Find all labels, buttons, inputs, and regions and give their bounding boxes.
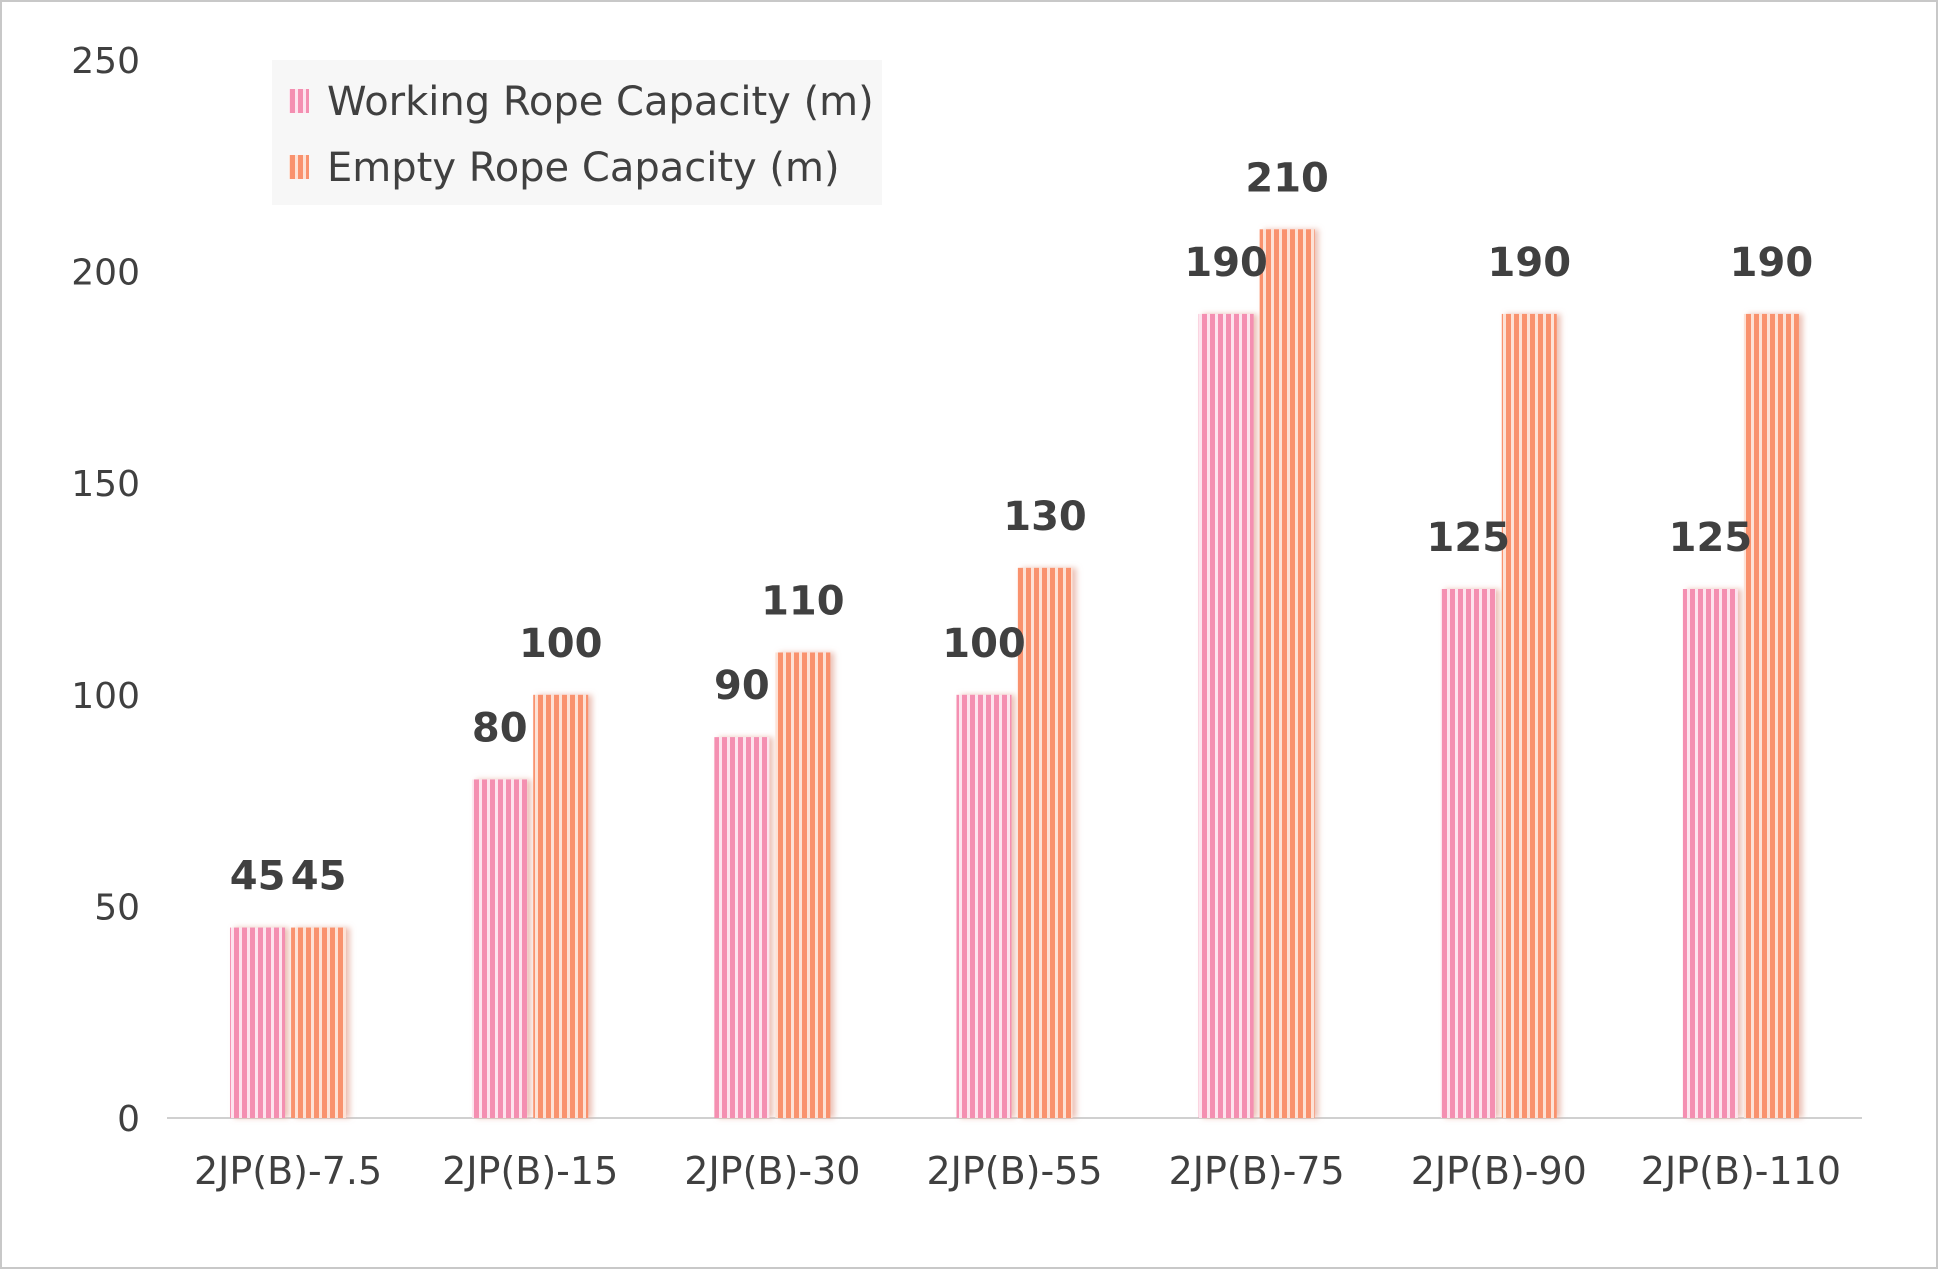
bar-working-rope-capacity [230, 927, 286, 1118]
data-label: 110 [761, 578, 845, 624]
data-label: 100 [519, 621, 603, 667]
y-tick-label: 100 [71, 676, 140, 717]
data-label: 45 [291, 854, 347, 900]
x-category-label: 2JP(B)-30 [684, 1149, 860, 1193]
x-category-label: 2JP(B)-75 [1169, 1149, 1345, 1193]
data-label: 190 [1488, 240, 1572, 286]
y-tick-label: 200 [71, 253, 140, 294]
bar-empty-rope-capacity [775, 652, 831, 1118]
data-label: 210 [1245, 155, 1329, 201]
bar-working-rope-capacity [1682, 589, 1738, 1118]
axis-layer: 0 50 100 150 200 250 2JP(B)-7.5 2JP(B)-15 2JP(B)… [71, 41, 1862, 1193]
x-category-label: 2JP(B)-90 [1411, 1149, 1587, 1193]
data-label: 45 [230, 854, 286, 900]
data-label: 125 [1427, 515, 1511, 561]
x-category-label: 2JP(B)-7.5 [194, 1149, 382, 1193]
bar-working-rope-capacity [1440, 589, 1496, 1118]
x-category-label: 2JP(B)-15 [442, 1149, 618, 1193]
bar-working-rope-capacity [956, 694, 1012, 1118]
bar-empty-rope-capacity [1259, 229, 1315, 1118]
y-tick-label: 150 [71, 464, 140, 505]
bar-empty-rope-capacity [1501, 313, 1557, 1118]
data-label: 125 [1669, 515, 1753, 561]
data-label-layer: 45 45 80 100 90 110 100 130 190 210 125 190 125 190 [230, 155, 1813, 899]
data-label: 130 [1003, 494, 1087, 540]
data-label: 90 [714, 663, 770, 709]
data-label: 100 [942, 621, 1026, 667]
x-category-label: 2JP(B)-55 [926, 1149, 1102, 1193]
data-label: 80 [472, 705, 528, 751]
bar-working-rope-capacity [714, 737, 770, 1118]
bar-working-rope-capacity [472, 779, 528, 1118]
bar-working-rope-capacity [1198, 313, 1254, 1118]
legend-label: Working Rope Capacity (m) [327, 79, 874, 125]
y-tick-label: 50 [94, 887, 140, 928]
data-label: 190 [1730, 240, 1814, 286]
bar-layer [230, 229, 1799, 1118]
legend-label: Empty Rope Capacity (m) [327, 145, 840, 191]
bar-empty-rope-capacity [533, 694, 589, 1118]
legend-swatch [289, 155, 309, 179]
bar-empty-rope-capacity [1743, 313, 1799, 1118]
y-tick-label: 0 [117, 1099, 140, 1140]
data-label: 190 [1184, 240, 1268, 286]
y-tick-label: 250 [71, 41, 140, 82]
x-category-label: 2JP(B)-110 [1641, 1149, 1841, 1193]
legend-background [272, 60, 882, 205]
legend: Working Rope Capacity (m) Empty Rope Capa… [272, 60, 882, 205]
bar-empty-rope-capacity [291, 927, 347, 1118]
legend-swatch [289, 89, 309, 113]
bar-empty-rope-capacity [1017, 567, 1073, 1118]
